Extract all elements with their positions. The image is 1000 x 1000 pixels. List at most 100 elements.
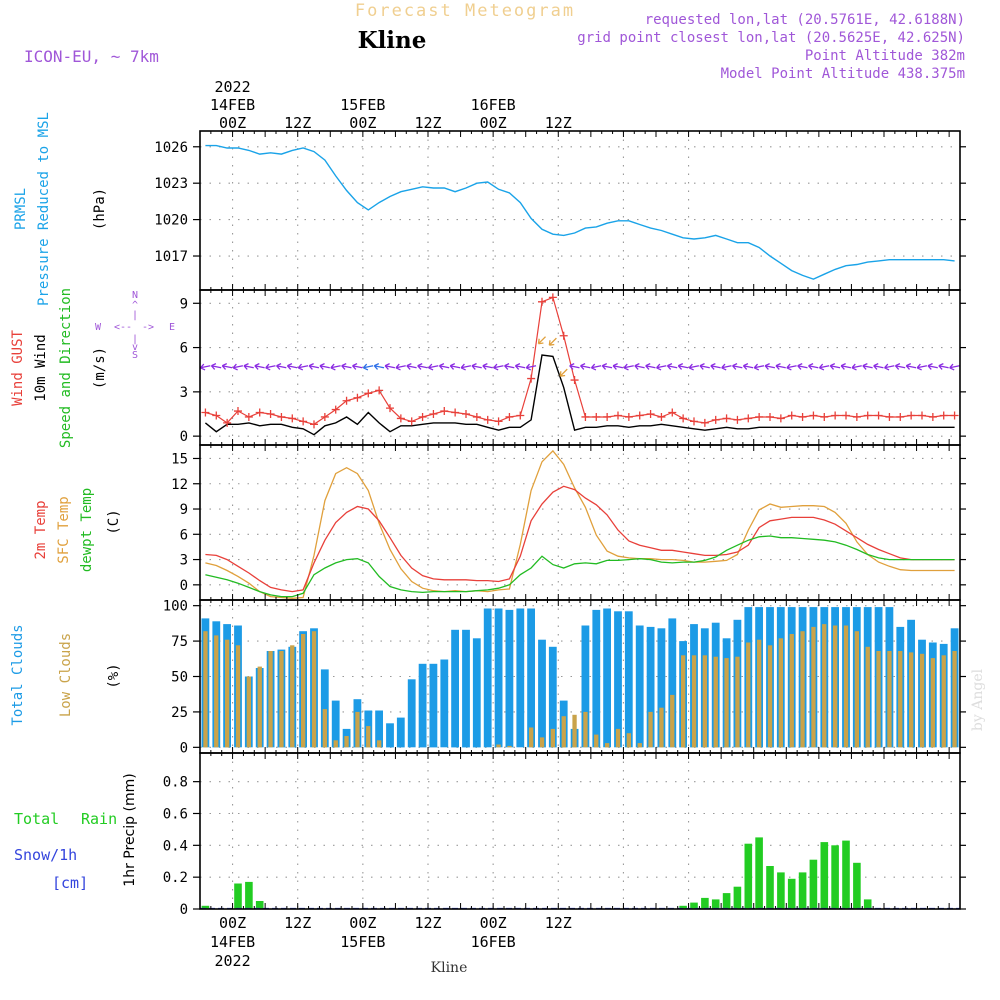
wind-direction-arrow xyxy=(406,363,417,370)
wind-gust-point xyxy=(646,410,655,418)
total-cloud-bar xyxy=(657,628,666,748)
wind-gust-point xyxy=(896,412,905,421)
precip-label-snow-unit: [cm] xyxy=(52,874,88,892)
total-cloud-bar xyxy=(635,625,644,748)
low-cloud-bar xyxy=(702,655,707,748)
wind-direction-arrow xyxy=(265,363,276,371)
bottom-date-label: 15FEB xyxy=(340,933,385,951)
wind-gust-point xyxy=(592,412,601,421)
wind-gust-point xyxy=(418,412,427,421)
total-cloud-bar xyxy=(429,663,438,748)
temperature-ytick-label: 3 xyxy=(180,553,188,569)
wind-gust-point xyxy=(831,411,840,420)
wind-direction-arrow xyxy=(764,363,776,370)
wind-gust-point xyxy=(842,411,850,420)
top-time-label: 00Z xyxy=(219,114,246,132)
low-cloud-bar xyxy=(311,631,317,748)
low-cloud-bar xyxy=(637,743,642,748)
top-date-label: 14FEB xyxy=(210,96,255,114)
rain-bar xyxy=(234,883,242,909)
wind-direction-arrow xyxy=(384,363,396,370)
wind-gust-point xyxy=(364,389,373,398)
wind-gust-point xyxy=(353,393,362,402)
wind-direction-arrow xyxy=(949,363,960,371)
total-cloud-bar xyxy=(386,723,394,748)
top-time-label: 00Z xyxy=(480,114,507,132)
bottom-time-label: 12Z xyxy=(414,914,441,932)
wind-direction-arrow xyxy=(438,363,450,370)
wind-gust-point xyxy=(407,417,416,426)
plot-area: 1017102010231026036903691215025507510000… xyxy=(154,130,966,918)
low-cloud-bar xyxy=(898,651,903,748)
total-cloud-bar xyxy=(451,629,459,748)
total-cloud-bar xyxy=(592,609,601,748)
wind-direction-arrow xyxy=(818,363,830,371)
wind-gust-point xyxy=(505,412,514,421)
wind-gust-point xyxy=(429,410,438,418)
wind-gust-point xyxy=(581,412,590,421)
rain-bar xyxy=(755,837,763,909)
temp-label-sfc: SFC Temp xyxy=(56,496,72,563)
wind-gust-point xyxy=(809,411,818,420)
wind-direction-arrow xyxy=(362,363,374,371)
pressure-ytick-label: 1026 xyxy=(154,140,188,156)
wind-gust-point xyxy=(939,411,948,420)
wind-direction-arrow xyxy=(548,337,557,346)
wind-gust-point xyxy=(548,293,557,302)
wind-gust-point xyxy=(624,412,633,421)
precipitation-ytick-label: 0.4 xyxy=(163,838,188,854)
rain-bar xyxy=(744,843,753,909)
total-cloud-bar xyxy=(646,626,655,748)
wind-gust-point xyxy=(928,412,937,421)
precip-label-rain: Rain xyxy=(81,810,117,828)
wind-gust-point xyxy=(375,386,384,395)
wind-label-10m: 10m Wind xyxy=(33,334,49,401)
top-time-label: 12Z xyxy=(284,114,311,132)
top-year-label: 2022 xyxy=(215,78,251,96)
wind-direction-arrow xyxy=(286,363,298,370)
wind-gust-point xyxy=(440,407,449,416)
wind-direction-arrow xyxy=(471,363,482,370)
wind-gust-point xyxy=(776,414,785,423)
low-cloud-bar xyxy=(648,711,653,748)
low-cloud-bar xyxy=(235,645,241,748)
wind-gust-point xyxy=(711,415,720,424)
wind-ytick-label: 6 xyxy=(180,341,188,357)
wind-gust-point xyxy=(668,408,677,417)
rain-bar xyxy=(853,862,861,909)
temperature-ytick-label: 0 xyxy=(180,578,188,594)
total-cloud-bar xyxy=(407,679,416,748)
grid-point: grid point closest lon,lat (20.5625E, 42… xyxy=(577,30,965,46)
pressure-ytick-label: 1023 xyxy=(154,176,188,192)
wind-gust-point xyxy=(527,374,536,383)
low-cloud-bar xyxy=(843,625,849,748)
pressure-label-prmsl: PRMSL xyxy=(13,188,29,230)
wind-direction-arrow xyxy=(905,363,917,370)
bottom-time-label: 00Z xyxy=(219,914,246,932)
wind-gust-point xyxy=(516,411,525,420)
wind-gust-point xyxy=(201,408,210,417)
bottom-date-label: 16FEB xyxy=(471,933,516,951)
low-cloud-bar xyxy=(333,740,338,748)
wind-direction-arrow xyxy=(232,363,244,371)
wind-direction-arrow xyxy=(493,363,504,371)
low-cloud-bar xyxy=(561,716,566,748)
low-cloud-bar xyxy=(507,745,512,748)
compass-up-arrow: ^ xyxy=(132,300,138,311)
precip-label-total: Total xyxy=(14,810,59,828)
wind-gust-point xyxy=(494,417,503,426)
clouds-ytick-label: 75 xyxy=(171,634,188,650)
wind-gust-point xyxy=(700,418,709,427)
precipitation-ytick-label: 0.6 xyxy=(163,806,188,822)
wind-direction-arrow xyxy=(417,363,428,370)
wind-direction-arrow xyxy=(742,363,754,370)
wind-direction-arrow xyxy=(753,363,765,371)
low-cloud-bar xyxy=(681,655,686,748)
bottom-time-label: 00Z xyxy=(480,914,507,932)
total-cloud-bar xyxy=(331,700,340,748)
total-cloud-bar xyxy=(624,611,633,748)
wind-direction-arrow xyxy=(276,363,287,370)
temperature-ytick-label: 12 xyxy=(171,477,188,493)
low-cloud-bar xyxy=(268,651,273,748)
low-cloud-bar xyxy=(572,714,577,748)
